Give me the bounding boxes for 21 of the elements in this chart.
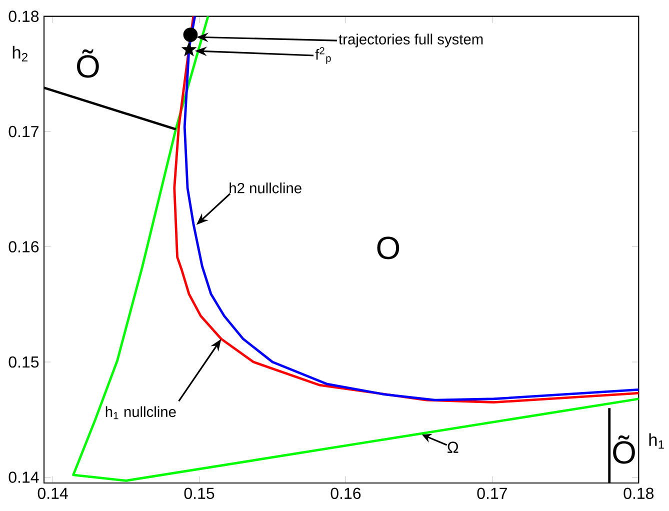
x-axis-title: h$_{1}$ [649,433,664,449]
line-series [72,15,640,482]
x-tick-label: 0.16 [330,488,361,500]
y-tick-label: 0.17 [8,126,38,138]
annotation: trajectories full system [338,34,483,48]
x-tick-label: 0.14 [38,488,68,500]
y-tick-label: 0.16 [8,241,39,252]
x-tick-label: 0.17 [477,488,507,500]
y-tick-label: 0.15 [8,356,39,368]
annotation: h2 nullcline [230,182,302,194]
x-tick-label: 0.18 [624,488,654,500]
x-tick-label: 0.15 [184,488,214,500]
annotation: Ω [448,442,458,453]
annotation: O [377,236,400,260]
annotation: Õ [77,49,99,78]
annotation: h$_{1}$ nullcline [106,406,176,420]
annotation: Õ [613,435,635,464]
y-axis-title: h$_{2}$ [12,46,28,62]
y-tick-label: 0.18 [8,10,39,22]
y-tick-label: 0.14 [8,472,39,483]
annotation: f$^{2}$p [315,47,331,64]
